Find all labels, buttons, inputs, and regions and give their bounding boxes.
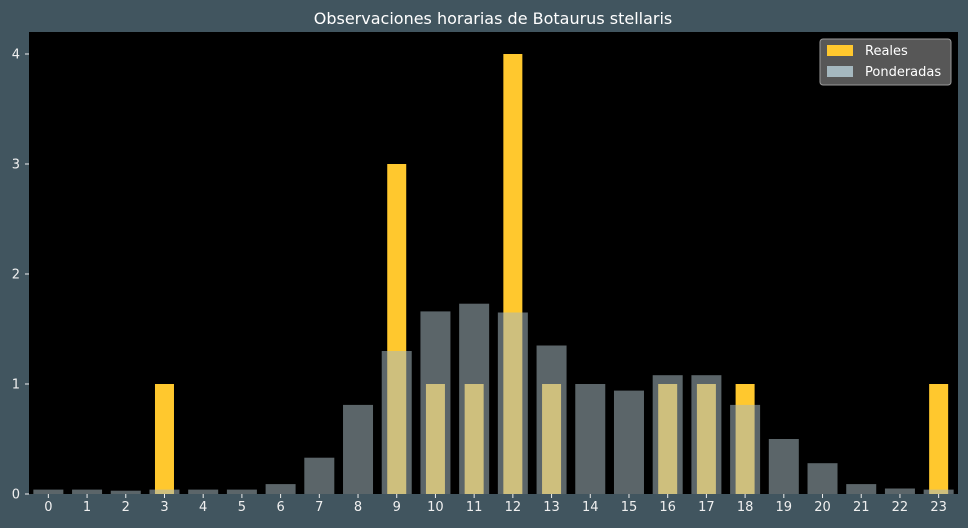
bar-ponderadas-9 [381, 351, 412, 494]
x-tick-label: 0 [44, 500, 52, 515]
x-tick-label: 8 [354, 500, 362, 515]
legend-label-ponderadas: Ponderadas [865, 65, 941, 80]
x-tick-label: 4 [199, 500, 207, 515]
x-tick-label: 2 [122, 500, 130, 515]
x-tick-label: 10 [427, 500, 444, 515]
bar-reales-23 [929, 384, 949, 494]
x-tick-label: 17 [698, 500, 715, 515]
bar-ponderadas-15 [613, 390, 644, 494]
bar-ponderadas-22 [884, 488, 915, 494]
x-tick-label: 14 [582, 500, 599, 515]
bar-ponderadas-12 [497, 312, 528, 494]
x-tick-label: 18 [737, 500, 754, 515]
x-tick-label: 23 [930, 500, 947, 515]
x-tick-label: 5 [238, 500, 246, 515]
legend: Reales Ponderadas [819, 38, 952, 86]
x-tick-label: 12 [505, 500, 522, 515]
bar-ponderadas-10 [420, 311, 451, 494]
bar-ponderadas-17 [691, 375, 722, 494]
bar-ponderadas-2 [110, 490, 141, 494]
bar-ponderadas-8 [343, 404, 374, 494]
bar-ponderadas-14 [575, 384, 606, 494]
bar-ponderadas-13 [536, 345, 567, 494]
x-tick-label: 22 [892, 500, 909, 515]
x-tick-label: 13 [543, 500, 560, 515]
bar-ponderadas-0 [33, 489, 64, 494]
x-tick-label: 3 [160, 500, 168, 515]
y-tick-label: 1 [12, 378, 20, 393]
x-tick-label: 6 [276, 500, 284, 515]
x-tick-label: 1 [83, 500, 91, 515]
x-tick-label: 7 [315, 500, 323, 515]
x-tick-label: 11 [466, 500, 483, 515]
bar-ponderadas-6 [265, 484, 296, 494]
y-tick-label: 3 [12, 158, 20, 173]
series-ponderadas [33, 303, 954, 494]
legend-label-reales: Reales [865, 44, 908, 59]
x-tick-label: 16 [659, 500, 676, 515]
chart-title: Observaciones horarias de Botaurus stell… [314, 9, 673, 28]
bar-ponderadas-4 [188, 489, 219, 494]
bar-ponderadas-23 [923, 489, 954, 494]
y-tick-label: 2 [12, 268, 20, 283]
bar-ponderadas-21 [846, 484, 877, 494]
plot-area [29, 32, 958, 494]
y-axis: 0 1 2 3 4 [12, 48, 29, 503]
legend-swatch-ponderadas [827, 66, 853, 77]
x-tick-label: 21 [853, 500, 870, 515]
x-tick-label: 15 [621, 500, 638, 515]
x-tick-label: 20 [814, 500, 831, 515]
bar-ponderadas-19 [768, 439, 799, 494]
x-axis: 0 1 2 3 4 5 6 7 8 9 10 11 12 13 14 15 16 17 18 19 20 21 22 23 [44, 494, 947, 515]
bar-reales-3 [154, 384, 174, 494]
bar-ponderadas-1 [72, 489, 103, 494]
bar-ponderadas-3 [149, 489, 180, 494]
y-tick-label: 4 [12, 48, 20, 63]
legend-swatch-reales [827, 45, 853, 56]
bar-ponderadas-7 [304, 457, 335, 494]
y-tick-label: 0 [12, 488, 20, 503]
x-tick-label: 19 [776, 500, 793, 515]
bar-ponderadas-16 [652, 375, 683, 494]
x-tick-label: 9 [393, 500, 401, 515]
bar-ponderadas-20 [807, 463, 838, 494]
bar-ponderadas-11 [459, 303, 490, 494]
bar-ponderadas-18 [730, 404, 761, 494]
bar-ponderadas-5 [226, 489, 257, 494]
